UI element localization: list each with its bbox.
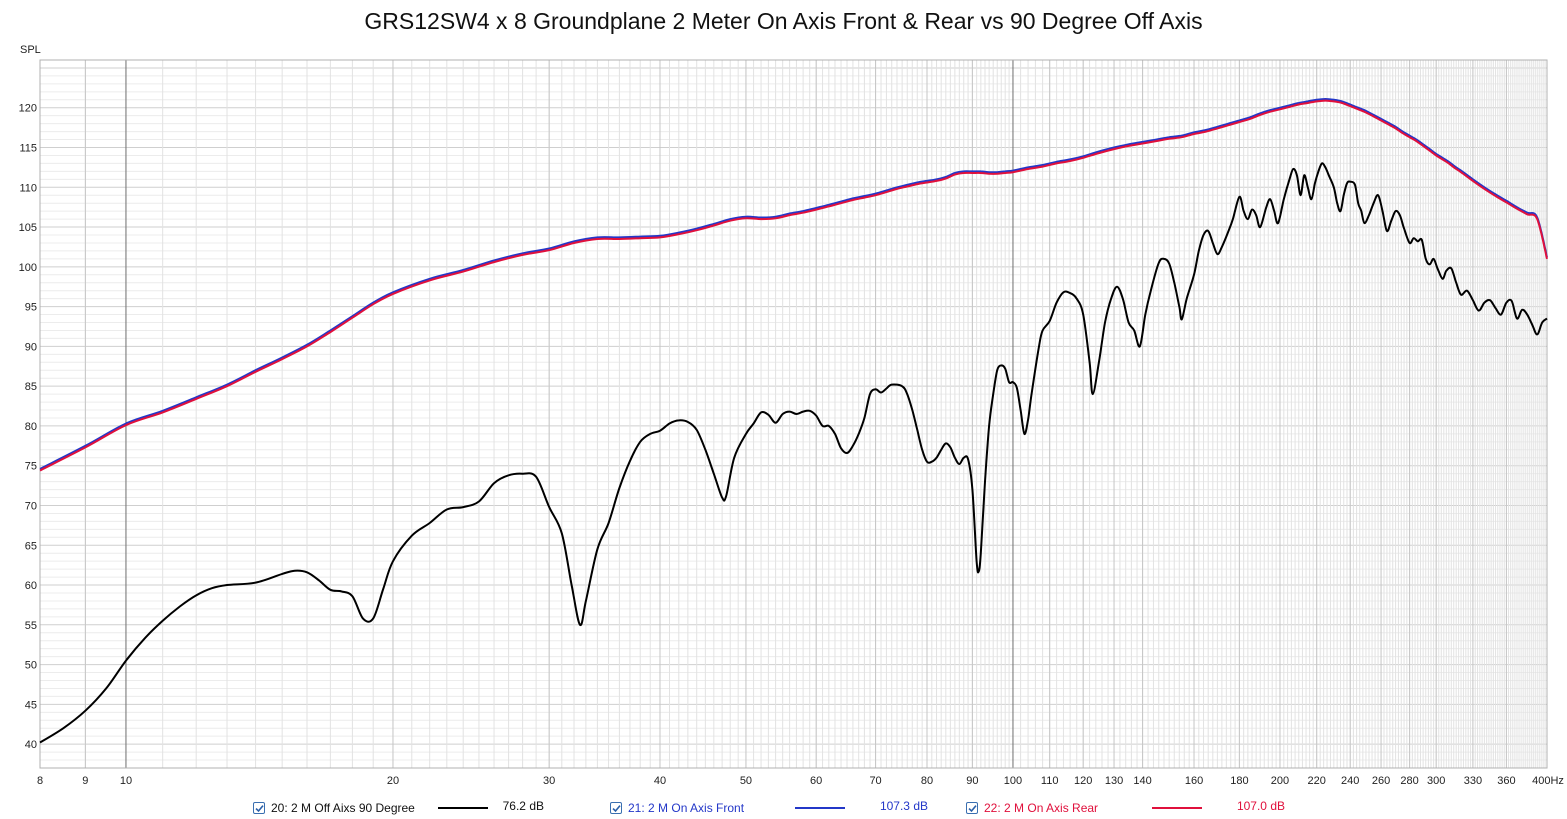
y-tick-label: 70 <box>25 500 37 512</box>
y-tick-label: 40 <box>25 739 37 751</box>
y-tick-label: 65 <box>25 540 37 552</box>
x-tick-label: 20 <box>387 775 399 787</box>
legend-value: 107.3 dB <box>879 799 928 813</box>
checkmark-icon <box>611 804 621 812</box>
x-tick-label: 160 <box>1185 775 1203 787</box>
legend-swatch <box>438 807 488 809</box>
x-tick-label: 140 <box>1133 775 1151 787</box>
x-tick-label: 70 <box>869 775 881 787</box>
x-tick-label: 400Hz <box>1532 775 1564 787</box>
x-tick-label: 330 <box>1464 775 1482 787</box>
legend-value: 107.0 dB <box>1236 799 1285 813</box>
x-tick-label: 360 <box>1497 775 1515 787</box>
legend-item[interactable]: 22: 2 M On Axis Rear <box>966 799 1098 817</box>
x-tick-label: 30 <box>543 775 555 787</box>
y-axis-label: SPL <box>20 44 41 56</box>
legend-checkbox[interactable] <box>253 802 265 814</box>
x-tick-label: 40 <box>654 775 666 787</box>
x-tick-label: 80 <box>921 775 933 787</box>
checkmark-icon <box>967 804 977 812</box>
y-tick-label: 60 <box>25 580 37 592</box>
y-axis-ticks: 40 45 50 55 60 65 70 75 80 85 90 95 100 105 110 115 120 <box>19 103 37 751</box>
legend-item[interactable]: 21: 2 M On Axis Front <box>610 799 744 817</box>
y-tick-label: 80 <box>25 421 37 433</box>
x-tick-label: 130 <box>1105 775 1123 787</box>
series-line-22 <box>39 99 1548 472</box>
y-tick-label: 50 <box>25 660 37 672</box>
y-tick-label: 95 <box>25 302 37 314</box>
x-tick-label: 200 <box>1271 775 1289 787</box>
y-tick-label: 85 <box>25 381 37 393</box>
y-tick-label: 110 <box>19 182 37 194</box>
grid-minor <box>39 59 1548 769</box>
x-tick-label: 240 <box>1341 775 1359 787</box>
legend-label: 21: 2 M On Axis Front <box>628 801 745 815</box>
x-tick-label: 8 <box>37 775 43 787</box>
y-tick-label: 105 <box>19 222 37 234</box>
x-tick-label: 280 <box>1400 775 1418 787</box>
chart-title: GRS12SW4 x 8 Groundplane 2 Meter On Axis… <box>364 8 1203 34</box>
plot-frame <box>39 59 1548 769</box>
legend-swatch <box>1152 807 1202 809</box>
x-tick-label: 110 <box>1041 775 1059 787</box>
x-tick-label: 120 <box>1074 775 1092 787</box>
legend-value: 76.2 dB <box>502 799 544 813</box>
x-tick-label: 50 <box>740 775 752 787</box>
x-tick-label: 180 <box>1230 775 1248 787</box>
x-tick-label: 60 <box>810 775 822 787</box>
legend-item[interactable]: 20: 2 M Off Aixs 90 Degree <box>253 799 415 817</box>
x-tick-label: 220 <box>1308 775 1326 787</box>
x-tick-label: 100 <box>1004 775 1022 787</box>
y-tick-label: 45 <box>25 699 37 711</box>
x-tick-label: 10 <box>120 775 132 787</box>
legend-label: 20: 2 M Off Aixs 90 Degree <box>271 801 415 815</box>
x-tick-label: 90 <box>966 775 978 787</box>
x-tick-label: 300 <box>1427 775 1445 787</box>
legend-checkbox[interactable] <box>966 802 978 814</box>
y-tick-label: 120 <box>19 103 37 115</box>
series-group <box>39 98 1548 744</box>
legend-label: 22: 2 M On Axis Rear <box>984 801 1099 815</box>
checkmark-icon <box>254 804 264 812</box>
legend-swatch <box>795 807 845 809</box>
y-tick-label: 115 <box>19 143 37 155</box>
y-tick-label: 90 <box>25 341 37 353</box>
series-line-21 <box>39 98 1548 470</box>
y-tick-label: 75 <box>25 461 37 473</box>
y-tick-label: 55 <box>25 620 37 632</box>
series-line-20 <box>39 162 1548 744</box>
legend-checkbox[interactable] <box>610 802 622 814</box>
x-tick-label: 260 <box>1372 775 1390 787</box>
grid-major <box>39 60 1548 768</box>
y-tick-label: 100 <box>19 262 37 274</box>
x-axis-ticks: 8 9 10 20 30 40 50 60 70 80 90 100 110 120 130 140 160 18… <box>37 775 1564 787</box>
x-tick-label: 9 <box>82 775 88 787</box>
